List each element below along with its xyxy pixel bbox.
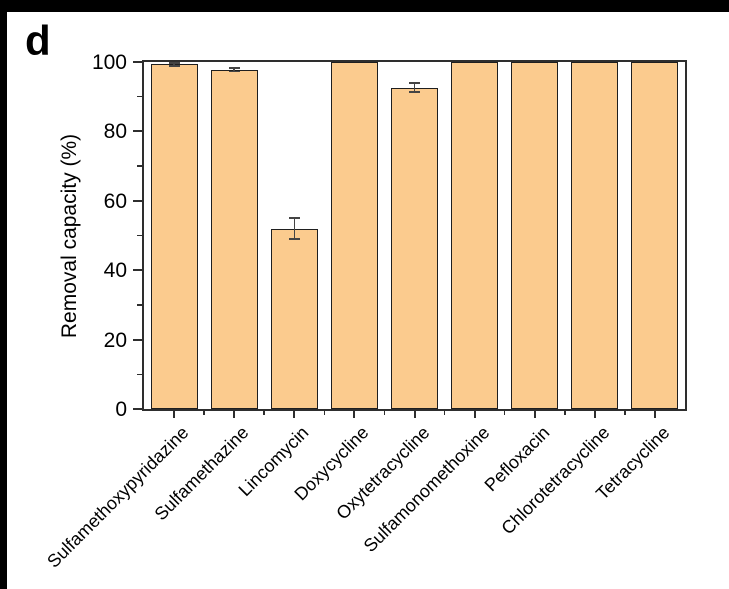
y-tick-label: 60 — [103, 189, 127, 213]
x-major-tick — [353, 411, 356, 418]
x-major-tick — [653, 411, 656, 418]
error-bar-lincomycin — [288, 238, 300, 240]
y-tick-label: 80 — [103, 120, 127, 144]
y-tick-label: 0 — [115, 398, 127, 421]
y-major-tick — [133, 130, 142, 133]
bar-chlorotetracycline — [571, 62, 619, 409]
bar-sulfamonomethoxine — [451, 62, 499, 409]
error-bar-sulfamethazine — [233, 67, 235, 72]
y-major-tick — [133, 338, 142, 341]
y-major-tick — [133, 61, 142, 63]
bar-tetracycline — [631, 62, 679, 409]
bar-sulfamethazine — [210, 69, 258, 409]
y-minor-tick — [137, 373, 142, 376]
y-tick-label: 20 — [103, 328, 127, 352]
error-bar-sulfamethoxypyridazine — [168, 65, 180, 67]
bar-lincomycin — [270, 228, 318, 409]
x-major-tick — [473, 411, 476, 418]
x-minor-tick — [564, 411, 566, 415]
x-minor-tick — [383, 411, 386, 415]
x-minor-tick — [503, 411, 506, 415]
error-bar-oxytetracycline — [409, 91, 420, 93]
chart-panel: d Removal capacity (%) 0 20 40 60 80 100 Sulf… — [7, 12, 729, 589]
error-bar-oxytetracycline — [413, 83, 416, 93]
error-bar-lincomycin — [288, 217, 300, 219]
x-minor-tick — [624, 411, 626, 415]
y-major-tick — [133, 408, 142, 410]
y-tick-label: 100 — [91, 51, 127, 74]
error-bar-oxytetracycline — [409, 82, 420, 84]
x-minor-tick — [323, 411, 326, 415]
x-major-tick — [593, 411, 596, 418]
error-bar-sulfamethazine — [228, 70, 240, 73]
y-major-tick — [133, 269, 142, 272]
y-tick-label: 40 — [103, 259, 127, 283]
y-minor-tick — [137, 95, 142, 98]
error-bar-lincomycin — [293, 218, 296, 239]
y-minor-tick — [137, 304, 142, 306]
y-axis-title-text: Removal capacity (%) — [58, 133, 82, 338]
x-major-tick — [173, 411, 176, 418]
y-major-tick — [133, 199, 142, 202]
x-major-tick — [533, 411, 536, 418]
error-bar-sulfamethoxypyridazine — [173, 63, 175, 66]
panel-label: d — [25, 17, 51, 64]
x-major-tick — [233, 411, 236, 418]
bar-pefloxacin — [511, 62, 559, 409]
x-major-tick — [413, 411, 416, 418]
y-minor-tick — [137, 234, 142, 237]
x-major-tick — [293, 411, 296, 418]
x-minor-tick — [203, 411, 205, 415]
bar-sulfamethoxypyridazine — [150, 64, 198, 409]
error-bar-sulfamethoxypyridazine — [168, 62, 180, 64]
plot-area — [142, 60, 687, 411]
bar-oxytetracycline — [391, 87, 438, 409]
y-axis-title: Removal capacity (%) — [53, 60, 87, 411]
bar-doxycycline — [330, 62, 378, 409]
x-minor-tick — [443, 411, 446, 415]
x-minor-tick — [263, 411, 265, 415]
error-bar-sulfamethazine — [228, 67, 240, 69]
y-minor-tick — [137, 165, 142, 167]
